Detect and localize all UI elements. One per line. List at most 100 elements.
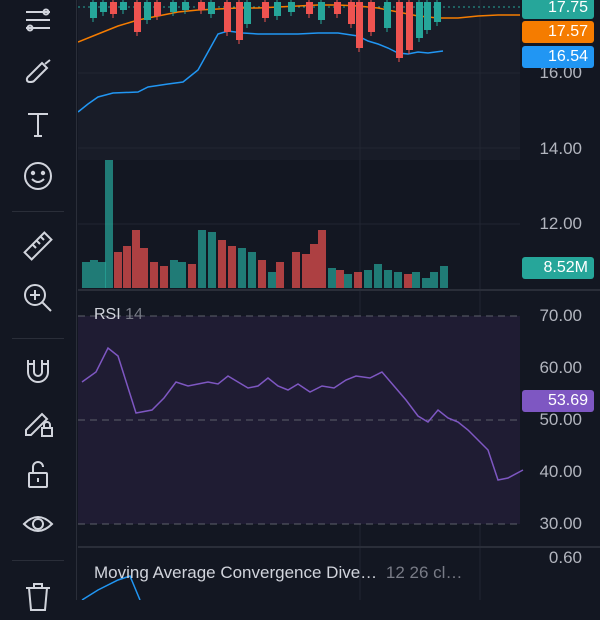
- lower-band-line: [78, 30, 444, 113]
- volume-bar: [123, 246, 131, 288]
- candle-body: [120, 2, 127, 10]
- volume-bar: [90, 260, 98, 288]
- volume-bar: [132, 230, 140, 288]
- rsi-tick: 60.00: [539, 358, 582, 377]
- volume-bar: [178, 262, 186, 288]
- volume-bar: [114, 252, 122, 288]
- volume-bar: [150, 262, 158, 288]
- rsi-length: 14: [125, 306, 143, 323]
- candle-body: [198, 2, 205, 10]
- eye-icon[interactable]: [14, 500, 62, 548]
- volume-bar: [198, 230, 206, 288]
- volume-bar: [422, 278, 430, 288]
- candle-body: [334, 2, 341, 14]
- brush-icon[interactable]: [14, 48, 62, 96]
- rsi-tick: 30.00: [539, 514, 582, 533]
- volume-badge: 8.52M: [522, 257, 594, 279]
- volume-bar: [140, 248, 148, 288]
- candle-body: [236, 2, 243, 40]
- volume-bar: [394, 272, 402, 288]
- volume-bar: [170, 260, 178, 288]
- ruler-icon[interactable]: [14, 222, 62, 270]
- unlock-icon[interactable]: [14, 450, 62, 498]
- volume-bar: [82, 262, 90, 288]
- zoom-in-icon[interactable]: [14, 274, 62, 322]
- volume-bar: [258, 260, 266, 288]
- rsi-line: [81, 346, 524, 481]
- price-tick: 14.00: [539, 139, 582, 158]
- toolbar-divider: [12, 338, 64, 339]
- candle-body: [348, 2, 355, 24]
- upper-band-line: [78, 4, 520, 43]
- candle-body: [288, 2, 295, 12]
- rsi-tick: 40.00: [539, 462, 582, 481]
- rsi-tick: 70.00: [539, 306, 582, 325]
- rsi-tick: 50.00: [539, 410, 582, 429]
- rsi-value-badge: 53.69: [522, 390, 594, 412]
- rsi-levels: [78, 315, 520, 525]
- candle-body: [224, 2, 231, 32]
- candle-body: [244, 2, 251, 24]
- volume-bar: [276, 262, 284, 288]
- volume-bar: [412, 272, 420, 288]
- chart-area[interactable]: 16.00 14.00 12.00 17.75 17.57 16.54 8.52…: [78, 0, 600, 600]
- volume-bar: [268, 272, 276, 288]
- volume-bar: [318, 230, 326, 288]
- price-pane-bg: [78, 0, 520, 160]
- volume-bar: [302, 254, 310, 288]
- candle-body: [208, 2, 215, 14]
- candle-body: [356, 2, 363, 48]
- candle-body: [90, 2, 97, 18]
- candle-body: [144, 2, 151, 20]
- candle-body: [384, 2, 391, 28]
- macd-tick: 0.60: [548, 548, 582, 567]
- candle-body: [274, 2, 281, 16]
- candlesticks: [90, 0, 441, 62]
- volume-bar: [218, 240, 226, 288]
- upper-band-badge: 17.57: [522, 21, 594, 43]
- macd-line: [81, 575, 141, 600]
- candle-body: [406, 2, 413, 50]
- volume-bar: [430, 272, 438, 288]
- candle-body: [182, 2, 189, 10]
- candle-body: [134, 2, 141, 32]
- candle-body: [396, 2, 403, 58]
- lock-drawings-icon[interactable]: [14, 398, 62, 446]
- macd-title: Moving Average Convergence Dive…: [94, 563, 378, 582]
- text-icon[interactable]: [14, 100, 62, 148]
- rsi-legend[interactable]: RSI 14: [94, 306, 143, 324]
- volume-bars: [82, 160, 448, 288]
- volume-bar: [336, 270, 344, 288]
- volume-bar: [228, 246, 236, 288]
- volume-bar: [364, 270, 372, 288]
- candle-body: [416, 2, 423, 38]
- candle-body: [318, 2, 325, 20]
- volume-bar: [310, 244, 318, 288]
- fib-retracement-icon[interactable]: [14, 0, 62, 44]
- volume-bar: [292, 252, 300, 288]
- trash-icon[interactable]: [14, 572, 62, 620]
- macd-legend[interactable]: Moving Average Convergence Dive… 12 26 c…: [94, 563, 462, 583]
- volume-bar: [208, 232, 216, 288]
- candle-body: [368, 2, 375, 32]
- magnet-icon[interactable]: [14, 346, 62, 394]
- lower-band-badge: 16.54: [522, 46, 594, 68]
- candle-body: [154, 2, 161, 16]
- volume-bar: [160, 266, 168, 288]
- drawing-toolbar: [0, 0, 77, 611]
- chart-canvas[interactable]: [78, 0, 600, 600]
- last-price-badge: 17.75: [522, 0, 594, 19]
- volume-bar: [248, 252, 256, 288]
- candle-body: [262, 2, 269, 18]
- toolbar-divider: [12, 560, 64, 561]
- emoji-icon[interactable]: [14, 152, 62, 200]
- volume-bar: [354, 272, 362, 288]
- candle-body: [100, 2, 107, 12]
- candle-body: [434, 2, 441, 22]
- candle-body: [306, 2, 313, 14]
- volume-bar: [328, 268, 336, 288]
- macd-params: 12 26 cl…: [385, 563, 463, 582]
- volume-bar: [98, 262, 106, 288]
- volume-bar: [238, 248, 246, 288]
- candle-body: [110, 2, 117, 14]
